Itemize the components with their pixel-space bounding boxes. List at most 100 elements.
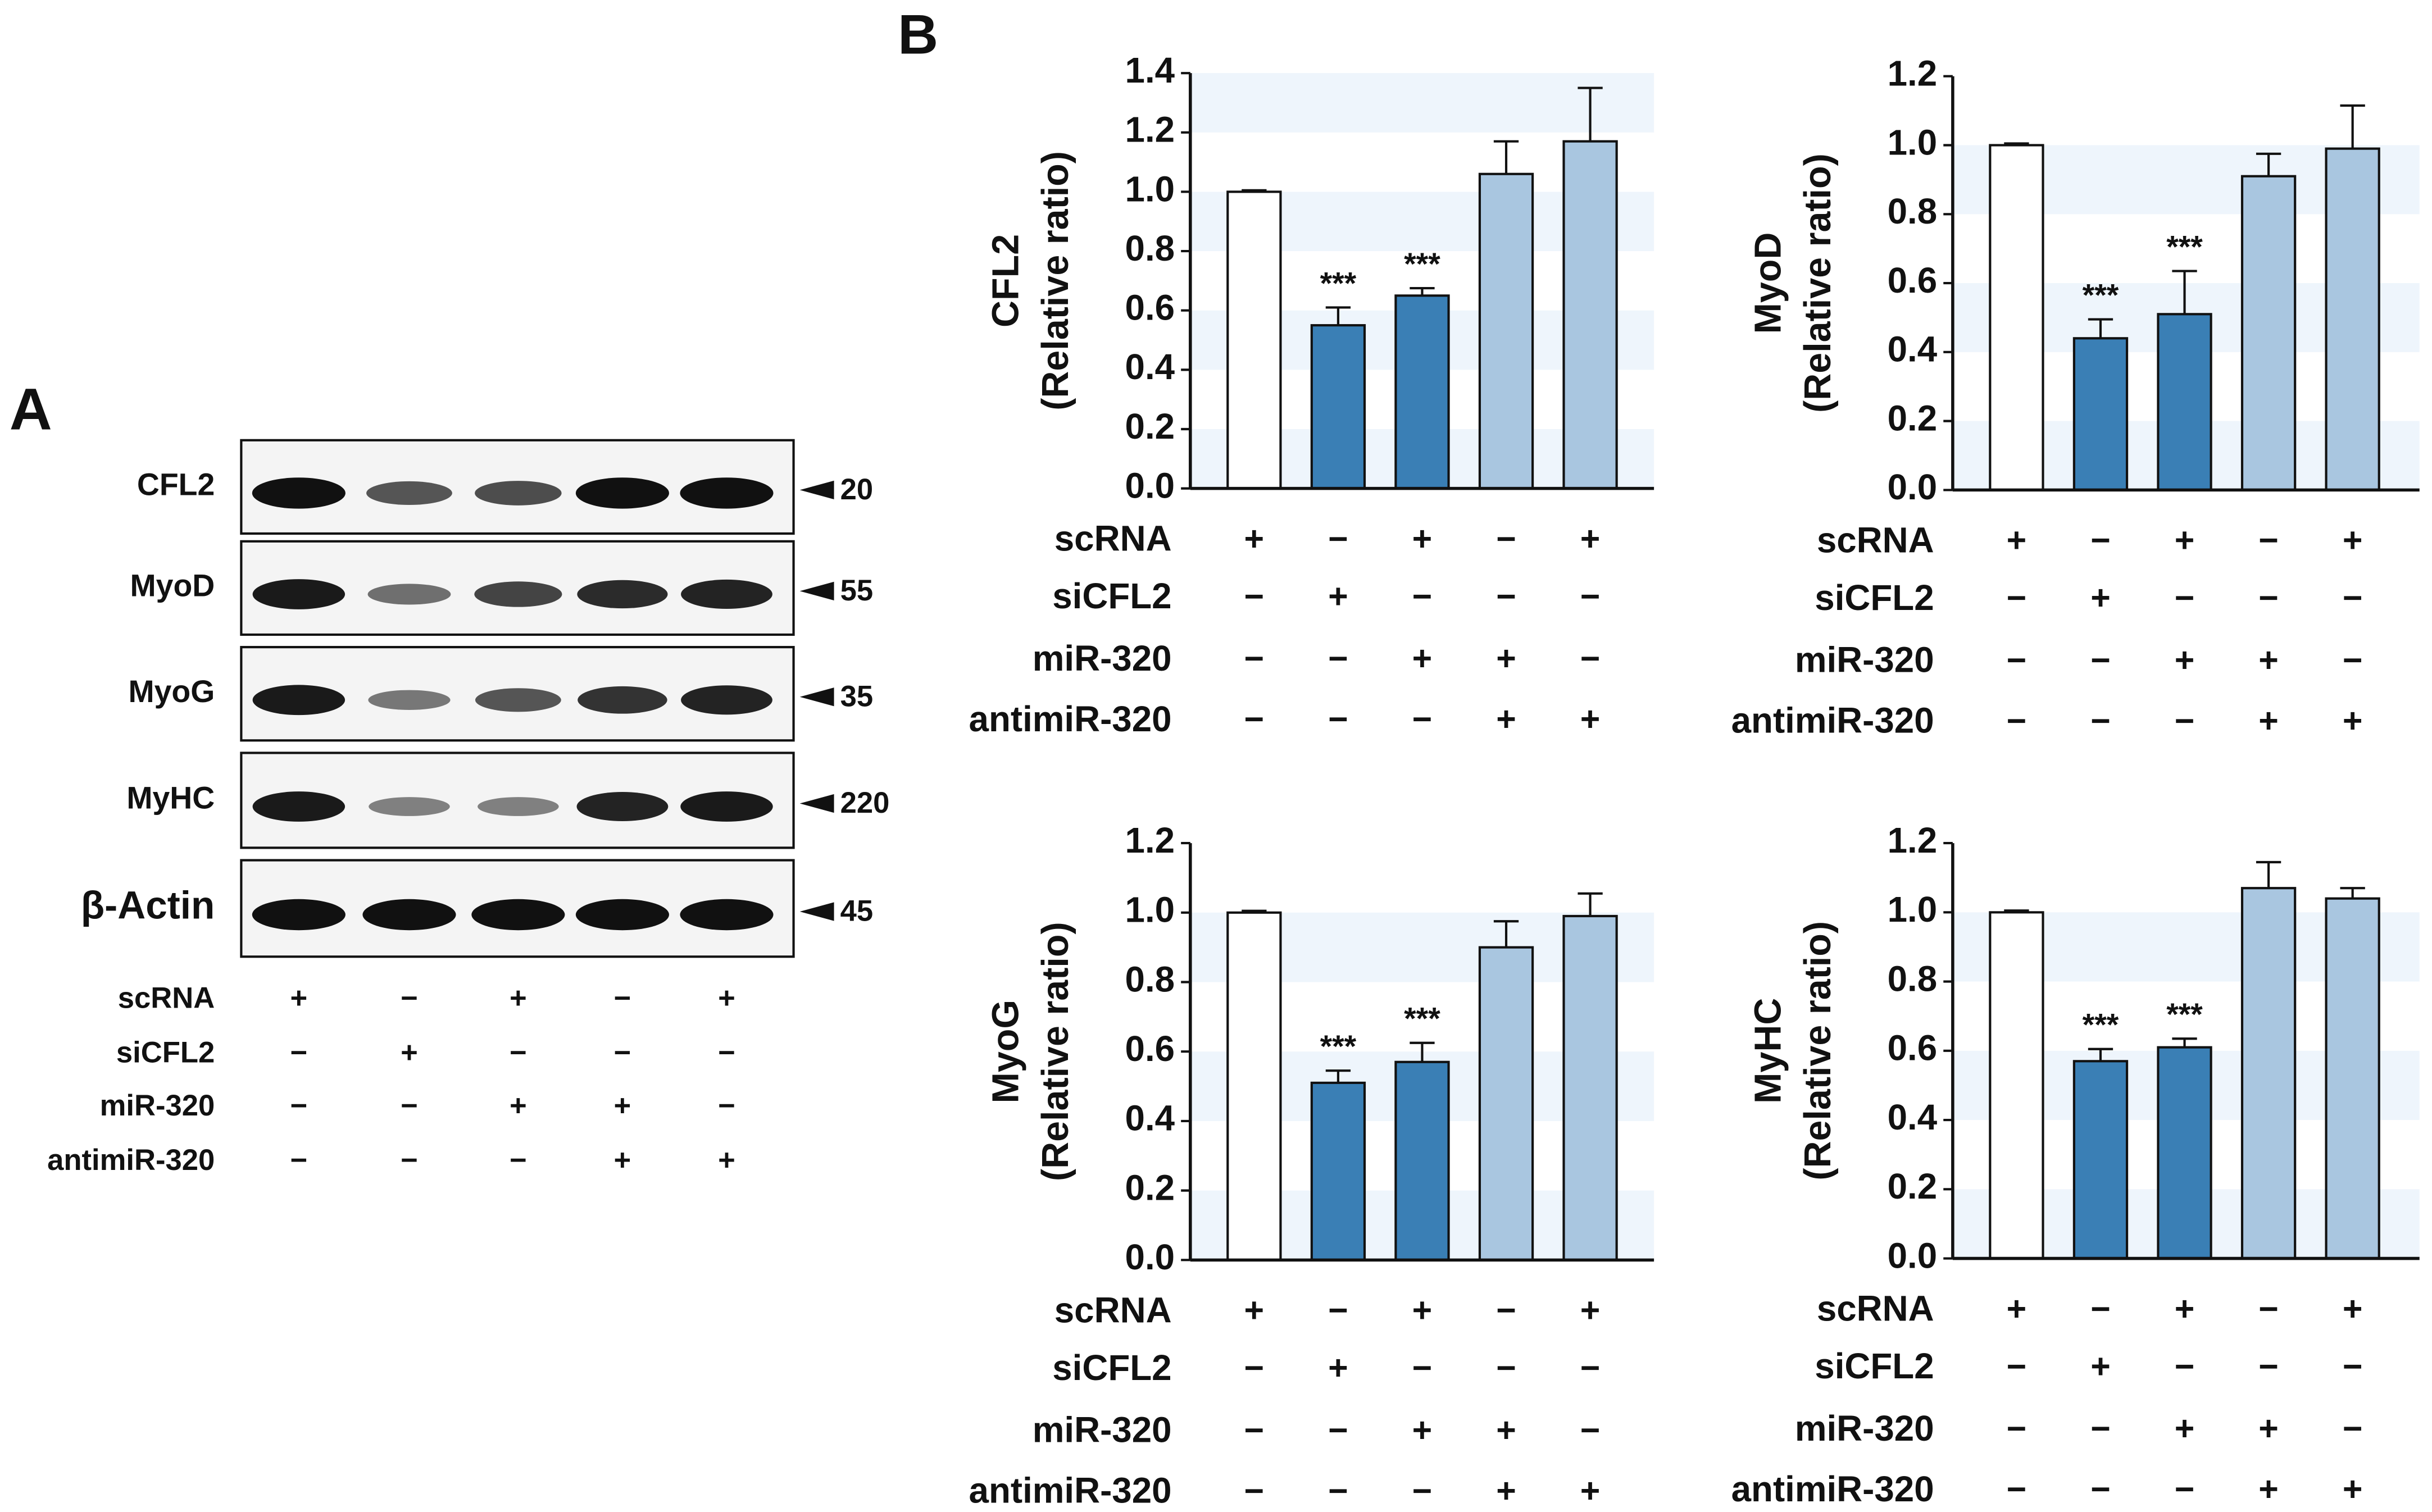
blot-band	[367, 584, 451, 605]
significance: ***	[2166, 229, 2203, 264]
condition-sign: −	[2258, 1347, 2279, 1385]
condition-sign: −	[2007, 1409, 2027, 1447]
condition-sign: −	[1496, 577, 1516, 615]
y-tick-label: 0.8	[1125, 959, 1175, 999]
condition-sign: +	[614, 1144, 631, 1177]
blot-band	[478, 797, 559, 816]
bar	[1394, 1060, 1450, 1261]
bar	[2157, 1046, 2212, 1260]
condition-sign: +	[1580, 1472, 1601, 1510]
blot-label: β-Actin	[81, 883, 215, 927]
blot-band	[471, 899, 565, 931]
significance: ***	[1404, 1001, 1440, 1036]
bar	[1989, 911, 2044, 1260]
condition-name: scRNA	[118, 982, 215, 1015]
blot-label: MyoD	[130, 568, 215, 603]
condition-sign: +	[1580, 700, 1601, 738]
bar	[1394, 294, 1450, 490]
condition-sign: +	[510, 982, 527, 1015]
condition-sign: −	[401, 982, 418, 1015]
condition-sign: −	[1496, 520, 1516, 558]
y-tick-label: 0.0	[1888, 1236, 1938, 1276]
blot-band	[575, 477, 670, 509]
y-tick-label: 0.0	[1125, 466, 1175, 505]
condition-sign: +	[1412, 1291, 1433, 1329]
condition-name: miR-320	[1033, 639, 1172, 678]
size-label: 220	[840, 786, 890, 819]
condition-sign: −	[1412, 577, 1433, 615]
condition-sign: +	[1412, 1411, 1433, 1449]
y-tick-label: 1.2	[1125, 110, 1175, 150]
y-tick-label: 1.2	[1125, 821, 1175, 860]
size-label: 55	[840, 574, 874, 607]
condition-sign: +	[2343, 1470, 2363, 1508]
condition-sign: −	[2007, 579, 2027, 617]
blot-band	[252, 899, 346, 931]
condition-sign: +	[510, 1089, 527, 1122]
panel-label: B	[898, 4, 938, 66]
condition-sign: −	[510, 1036, 527, 1069]
condition-sign: +	[401, 1036, 418, 1069]
y-axis-label: (Relative ratio)	[1797, 153, 1839, 413]
condition-sign: +	[1496, 639, 1516, 677]
condition-sign: −	[1244, 700, 1265, 738]
condition-sign: −	[614, 982, 631, 1015]
condition-sign: +	[2258, 702, 2279, 740]
condition-sign: −	[401, 1144, 418, 1177]
condition-sign: −	[2090, 702, 2111, 740]
blot-label: CFL2	[137, 467, 215, 502]
condition-sign: +	[2258, 641, 2279, 679]
condition-sign: −	[2343, 579, 2363, 617]
y-tick-label: 0.0	[1125, 1237, 1175, 1277]
condition-sign: −	[2007, 641, 2027, 679]
condition-sign: −	[2343, 1409, 2363, 1447]
y-tick-label: 0.0	[1888, 467, 1938, 507]
blot-label: MyHC	[126, 781, 215, 816]
significance: ***	[1320, 266, 1357, 300]
condition-name: miR-320	[1795, 1409, 1934, 1449]
condition-sign: +	[718, 982, 735, 1015]
condition-sign: −	[1244, 577, 1265, 615]
y-tick-label: 1.0	[1125, 169, 1175, 209]
condition-name: miR-320	[100, 1089, 215, 1122]
significance: ***	[1404, 247, 1440, 281]
condition-name: siCFL2	[116, 1036, 215, 1069]
blot-band	[475, 688, 561, 712]
condition-sign: +	[1328, 577, 1348, 615]
significance: ***	[2083, 1008, 2119, 1042]
condition-sign: +	[614, 1089, 631, 1122]
condition-sign: −	[1412, 700, 1433, 738]
condition-sign: +	[1496, 1411, 1516, 1449]
condition-sign: +	[2343, 521, 2363, 559]
condition-sign: +	[2007, 521, 2027, 559]
bar	[1478, 946, 1534, 1261]
condition-sign: −	[2343, 641, 2363, 679]
condition-sign: −	[718, 1089, 735, 1122]
blot-band	[577, 580, 668, 609]
condition-sign: +	[2175, 1409, 2195, 1447]
y-axis-label: MyHC	[1747, 998, 1789, 1104]
y-axis-label: CFL2	[985, 234, 1026, 327]
condition-sign: −	[2175, 579, 2195, 617]
blot-band	[681, 685, 772, 715]
blot-band	[576, 791, 669, 822]
condition-sign: −	[1328, 639, 1348, 677]
condition-sign: −	[2090, 1409, 2111, 1447]
condition-sign: −	[1580, 577, 1601, 615]
condition-sign: −	[1412, 1349, 1433, 1387]
y-tick-label: 0.2	[1125, 1168, 1175, 1208]
bar	[2072, 337, 2129, 491]
condition-sign: +	[2090, 1347, 2111, 1385]
blot-band	[362, 899, 456, 931]
condition-sign: −	[401, 1089, 418, 1122]
blot-band	[368, 690, 451, 711]
y-axis-label: MyoG	[985, 1000, 1026, 1104]
y-tick-label: 0.8	[1888, 959, 1938, 999]
bar	[2325, 147, 2380, 491]
blot-band	[578, 686, 667, 714]
condition-sign: −	[2007, 702, 2027, 740]
y-tick-label: 1.4	[1125, 51, 1175, 90]
condition-sign: −	[1244, 639, 1265, 677]
y-tick-label: 0.2	[1888, 1167, 1938, 1206]
condition-sign: +	[2175, 1290, 2195, 1328]
